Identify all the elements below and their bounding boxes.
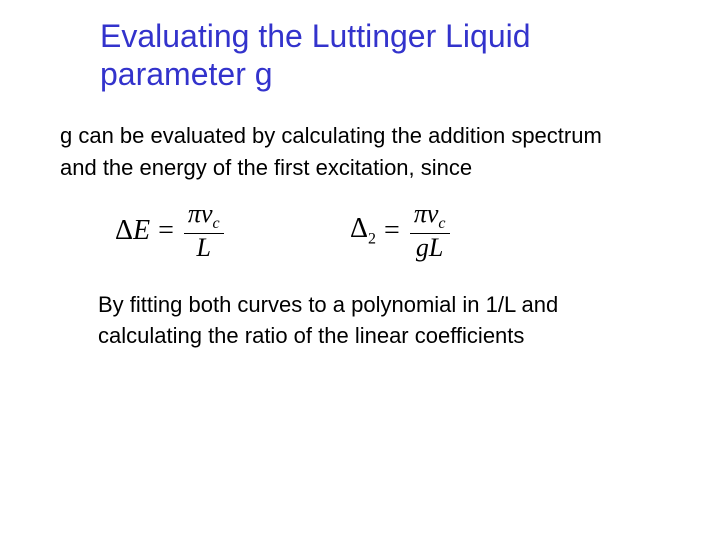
eq1-sub-c: c <box>213 215 220 232</box>
eq1-lhs-var: E <box>133 215 150 246</box>
slide-title: Evaluating the Luttinger Liquid paramete… <box>100 18 620 94</box>
fitting-paragraph: By fitting both curves to a polynomial i… <box>98 290 638 352</box>
eq2-den-g: g <box>416 233 429 262</box>
eq1-fraction: πvc L <box>184 200 224 261</box>
intro-paragraph: g can be evaluated by calculating the ad… <box>60 120 640 184</box>
equals-sign: = <box>158 215 174 247</box>
eq2-fraction: πvc gL <box>410 200 450 261</box>
equals-sign-2: = <box>384 215 400 247</box>
slide: Evaluating the Luttinger Liquid paramete… <box>0 0 720 540</box>
eq2-v: v <box>427 199 439 228</box>
delta-symbol: Δ <box>115 215 133 246</box>
eq2-pi: π <box>414 199 427 228</box>
equation-delta-2: Δ2 = πvc gL <box>350 200 450 261</box>
eq2-lhs-sub: 2 <box>368 230 376 247</box>
delta-symbol-2: Δ <box>350 213 368 244</box>
eq1-v: v <box>201 199 213 228</box>
eq1-pi: π <box>188 199 201 228</box>
eq1-den: L <box>184 234 224 261</box>
eq2-sub-c: c <box>438 215 445 232</box>
eq2-den-L: L <box>429 233 443 262</box>
equation-delta-e: ΔE = πvc L <box>115 200 224 261</box>
formula-row: ΔE = πvc L Δ2 = πvc gL <box>115 200 615 270</box>
